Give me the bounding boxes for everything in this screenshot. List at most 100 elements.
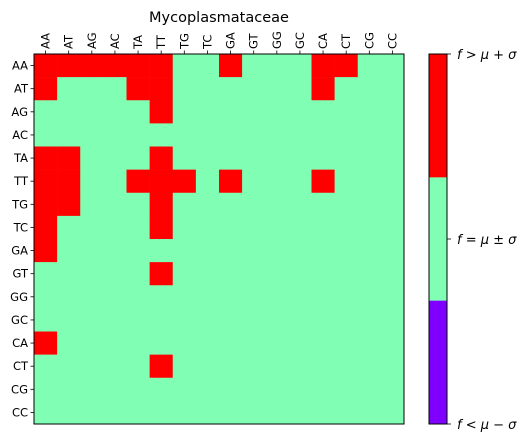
- heatmap-cell: [103, 146, 127, 170]
- heatmap-cell: [34, 100, 58, 124]
- heatmap-cell: [219, 123, 243, 147]
- heatmap-cell: [172, 400, 197, 425]
- heatmap-cell: [57, 192, 81, 217]
- y-tick-label: TT: [13, 174, 29, 188]
- heatmap-cell: [242, 308, 266, 332]
- heatmap-cell: [34, 308, 58, 332]
- plot-frame: [33, 53, 405, 425]
- heatmap-cell: [34, 146, 58, 170]
- heatmap-cell: [288, 192, 312, 217]
- x-tick-label: GG: [270, 31, 284, 49]
- x-tick-label: AA: [39, 33, 53, 49]
- heatmap-cell: [172, 308, 197, 332]
- x-tick-label: AG: [85, 32, 99, 49]
- heatmap-cell: [80, 354, 104, 379]
- heatmap-cell: [265, 377, 289, 402]
- heatmap-cell: [242, 331, 266, 355]
- heatmap-cell: [126, 54, 150, 78]
- y-tick-label: AG: [11, 105, 28, 119]
- heatmap-cell: [57, 377, 81, 402]
- heatmap-cell: [380, 285, 405, 309]
- heatmap-cell: [126, 239, 150, 263]
- heatmap-cell: [149, 54, 174, 78]
- heatmap-cell: [149, 192, 174, 217]
- heatmap-cell: [219, 377, 243, 402]
- x-tick-label: TG: [177, 33, 191, 50]
- heatmap-cell: [126, 377, 150, 402]
- heatmap-cell: [265, 239, 289, 263]
- heatmap-cell: [242, 239, 266, 263]
- heatmap-cell: [334, 331, 359, 355]
- heatmap-cell: [334, 215, 359, 240]
- heatmap-cell: [149, 308, 174, 332]
- heatmap-cell: [219, 331, 243, 355]
- heatmap-cell: [357, 100, 382, 124]
- heatmap-cell: [195, 262, 220, 286]
- heatmap-cell: [195, 400, 220, 425]
- heatmap-cell: [149, 215, 174, 240]
- heatmap-cell: [172, 54, 197, 78]
- heatmap-cell: [242, 54, 266, 78]
- heatmap-cell: [357, 354, 382, 379]
- heatmap-cell: [172, 354, 197, 379]
- y-tick-label: TG: [11, 197, 28, 211]
- heatmap-cell: [288, 331, 312, 355]
- heatmap-cell: [311, 308, 335, 332]
- heatmap-cell: [219, 400, 243, 425]
- x-tick-label: TT: [154, 34, 168, 50]
- heatmap-cell: [149, 262, 174, 286]
- heatmap-cell: [357, 54, 382, 78]
- heatmap-cell: [265, 285, 289, 309]
- y-tick-label: GC: [11, 313, 28, 327]
- heatmap-cell: [242, 77, 266, 101]
- heatmap-cell: [311, 192, 335, 217]
- heatmap-cell: [288, 239, 312, 263]
- heatmap-cell: [380, 400, 405, 425]
- heatmap-cell: [288, 354, 312, 379]
- heatmap-cell: [380, 215, 405, 240]
- heatmap-cell: [103, 354, 127, 379]
- heatmap-cell: [311, 400, 335, 425]
- heatmap-cell: [380, 169, 405, 194]
- heatmap-cell: [265, 308, 289, 332]
- heatmap-cell: [103, 54, 127, 78]
- colorbar-segment: [429, 54, 447, 178]
- heatmap-cell: [288, 169, 312, 194]
- heatmap-cell: [311, 285, 335, 309]
- heatmap-cell: [103, 377, 127, 402]
- heatmap-cell: [126, 285, 150, 309]
- heatmap-cell: [357, 123, 382, 147]
- y-tick-label: AC: [12, 128, 28, 142]
- heatmap-cell: [219, 285, 243, 309]
- heatmap-cell: [172, 100, 197, 124]
- x-tick-label: GC: [293, 32, 307, 49]
- heatmap-cell: [219, 308, 243, 332]
- heatmap-cell: [219, 262, 243, 286]
- heatmap-cell: [288, 308, 312, 332]
- heatmap-cell: [357, 377, 382, 402]
- colorbar-tick-label: f < μ − σ: [457, 418, 517, 433]
- y-tick-label: GT: [12, 267, 29, 281]
- heatmap-cell: [80, 331, 104, 355]
- heatmap-cell: [242, 377, 266, 402]
- heatmap-cell: [357, 146, 382, 170]
- heatmap-cell: [334, 239, 359, 263]
- x-tick-label: CG: [362, 32, 376, 49]
- heatmap-cell: [103, 331, 127, 355]
- heatmap-cell: [195, 123, 220, 147]
- heatmap-cell: [219, 169, 243, 194]
- x-tick-label: TA: [131, 35, 145, 50]
- y-tick-label: GG: [10, 290, 28, 304]
- chart-title: Mycoplasmataceae: [149, 10, 289, 26]
- heatmap-cell: [265, 192, 289, 217]
- heatmap-cell: [195, 77, 220, 101]
- heatmap-cell: [311, 169, 335, 194]
- heatmap-cell: [265, 146, 289, 170]
- heatmap-cell: [265, 100, 289, 124]
- heatmap-cell: [334, 100, 359, 124]
- heatmap-cell: [34, 354, 58, 379]
- x-tick-label: CC: [385, 33, 399, 49]
- heatmap-cell: [265, 262, 289, 286]
- heatmap-cell: [172, 215, 197, 240]
- heatmap-cell: [149, 100, 174, 124]
